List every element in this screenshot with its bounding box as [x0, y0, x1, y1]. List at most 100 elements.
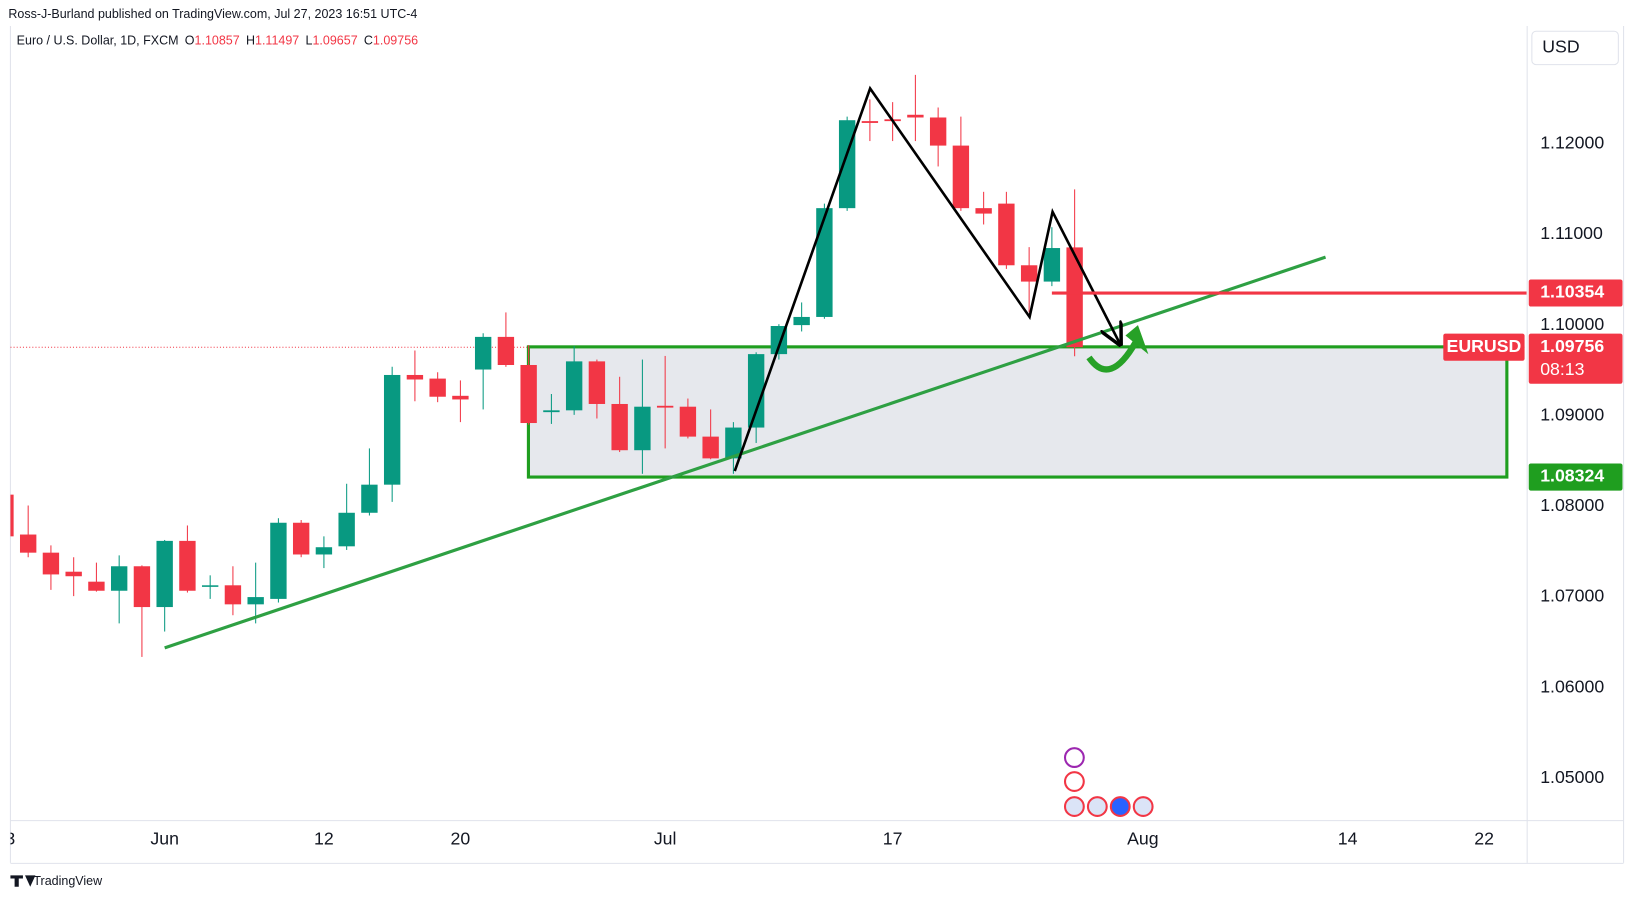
- bounce-arrow-head: [1125, 325, 1149, 355]
- ohlc-key: C: [364, 34, 373, 48]
- candle-body: [247, 597, 264, 605]
- last-price-label: 1.09756: [1540, 336, 1604, 356]
- currency-label[interactable]: USD: [1542, 37, 1579, 57]
- candle-body: [702, 436, 719, 459]
- candle-body: [520, 364, 537, 424]
- candle-body: [793, 316, 810, 326]
- ohlc-value: 1.09657: [312, 34, 357, 48]
- brand-logo: [10, 875, 36, 887]
- candle-body: [133, 566, 151, 608]
- y-tick-label: 1.08000: [1540, 495, 1604, 515]
- candle-body: [292, 522, 310, 555]
- candle-body: [1043, 248, 1061, 282]
- bounce-arrow: [1086, 340, 1139, 373]
- trendline: [164, 255, 1327, 650]
- x-tick-label: 23: [0, 829, 15, 849]
- candle-body: [656, 405, 674, 408]
- y-tick-label: 1.12000: [1540, 132, 1604, 152]
- brand-name: TradingView: [33, 874, 103, 888]
- x-tick-label: Jul: [654, 829, 677, 849]
- event-icon[interactable]: [1063, 796, 1085, 817]
- x-tick-label: 17: [883, 829, 903, 849]
- y-tick-label: 1.07000: [1540, 586, 1604, 606]
- price-axis: 1.05000 1.06000 1.07000 1.08000 1.09000 1.100…: [1528, 132, 1623, 787]
- y-tick-label: 1.05000: [1540, 767, 1604, 787]
- x-tick-label: 20: [451, 829, 471, 849]
- event-icon[interactable]: [1063, 747, 1085, 769]
- candle-body: [270, 522, 287, 599]
- candle-body: [10, 494, 14, 537]
- candle-body: [543, 410, 560, 413]
- level-label-bg: [1528, 463, 1623, 491]
- x-tick-label: 14: [1338, 829, 1358, 849]
- candle-body: [406, 374, 424, 380]
- ohlc-value: 1.10857: [195, 34, 240, 48]
- event-icon[interactable]: [1086, 796, 1108, 817]
- level-label: 1.08324: [1540, 466, 1604, 486]
- symbol-title: Euro / U.S. Dollar, 1D, FXCM: [17, 34, 179, 48]
- zone-box: [526, 345, 1509, 479]
- candle-body: [224, 585, 242, 605]
- candle-body: [747, 354, 765, 428]
- y-tick-label: 1.09000: [1540, 404, 1604, 424]
- level-label: 1.10354: [1540, 282, 1604, 302]
- candle-body: [156, 540, 173, 608]
- candle-body: [429, 378, 446, 397]
- candle-body: [975, 208, 992, 214]
- x-tick-label: 22: [1474, 829, 1494, 849]
- x-tick-label: Aug: [1127, 829, 1158, 849]
- candle-body: [725, 427, 742, 459]
- y-tick-label: 1.11000: [1540, 223, 1603, 243]
- candle-body: [19, 534, 37, 553]
- symbol-tag: EURUSD: [1447, 336, 1522, 356]
- candle-body: [315, 547, 333, 555]
- symbol-tag-bg: [1443, 333, 1525, 361]
- event-icon[interactable]: [1063, 771, 1085, 792]
- candle-body: [634, 406, 651, 451]
- level-label-bg: [1528, 279, 1623, 307]
- candle-body: [361, 484, 378, 513]
- candle-body: [42, 552, 60, 575]
- candle-body: [65, 571, 82, 577]
- ohlc-key: H: [246, 34, 255, 48]
- countdown: 08:13: [1540, 359, 1584, 379]
- candle-body: [179, 540, 196, 591]
- candle-body: [497, 336, 515, 365]
- candle-body: [1020, 265, 1038, 282]
- candle-body: [110, 566, 128, 591]
- candle-body: [88, 581, 105, 591]
- candle-body: [998, 203, 1015, 266]
- candle-body: [201, 585, 219, 587]
- zigzag-projection: [733, 85, 1120, 472]
- ohlc-key: L: [306, 34, 313, 48]
- plot-area: [10, 74, 1527, 657]
- candle-body: [588, 361, 606, 404]
- candle-body: [907, 114, 924, 118]
- ohlc-value: 1.09756: [373, 34, 418, 48]
- legend-line: Euro / U.S. Dollar, 1D, FXCM O1.10857 H1.1…: [17, 34, 418, 48]
- candle-body: [452, 395, 469, 400]
- ohlc-value: 1.11497: [255, 34, 299, 48]
- time-axis: 23 Jun 12 20 Jul 17 Aug 14 22: [0, 829, 1494, 849]
- x-tick-label: 12: [314, 829, 334, 849]
- published-note: Ross-J-Burland published on TradingView.…: [8, 7, 417, 21]
- x-tick-label: Jun: [150, 829, 179, 849]
- event-icons: [1063, 747, 1154, 817]
- candle-body: [929, 117, 947, 146]
- candle-body: [816, 208, 833, 317]
- candle-body: [338, 512, 355, 547]
- last-price-bg: [1528, 333, 1623, 384]
- candle-body: [611, 403, 628, 451]
- candle-body: [474, 336, 492, 370]
- currency-button[interactable]: [1531, 30, 1619, 66]
- event-icon[interactable]: [1109, 796, 1131, 817]
- event-icon[interactable]: [1132, 796, 1154, 817]
- candle-body: [679, 406, 697, 437]
- candle-body: [383, 374, 401, 485]
- candle-body: [952, 145, 970, 209]
- candle-body: [861, 121, 879, 123]
- candle-body: [565, 361, 583, 411]
